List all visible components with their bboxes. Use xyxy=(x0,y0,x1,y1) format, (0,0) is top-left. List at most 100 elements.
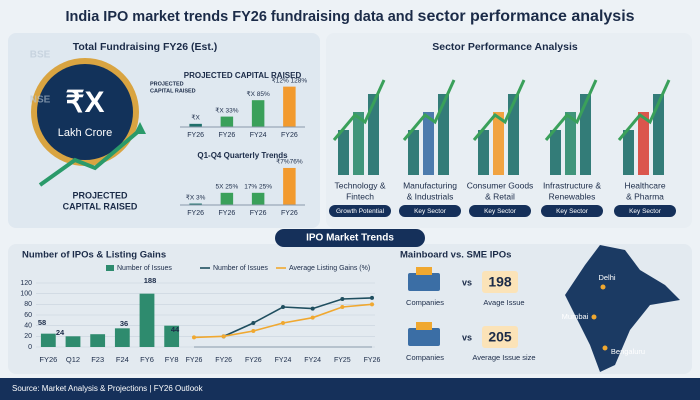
side-note: CAPITAL RAISED xyxy=(150,88,196,94)
x-tick-label: FY26 xyxy=(187,210,204,217)
growth-arrow xyxy=(38,128,142,187)
company-icon xyxy=(408,273,440,291)
annotation: 24 xyxy=(56,328,65,337)
x-tick-label: FY26 xyxy=(364,357,381,364)
point xyxy=(310,315,315,320)
value-label: ₹12% 128% xyxy=(272,76,308,84)
sector-icon xyxy=(353,112,364,175)
sector-icon xyxy=(638,112,649,175)
sector-icon xyxy=(653,94,664,175)
sector-tag xyxy=(329,205,391,217)
x-tick-label: FY26 xyxy=(250,210,267,217)
value-box xyxy=(482,271,518,293)
sector-icon xyxy=(550,130,561,175)
legend-label: Number of Issues xyxy=(213,265,268,272)
company-icon xyxy=(408,328,440,346)
bar xyxy=(220,116,234,127)
x-tick-label: FY26 xyxy=(281,132,298,139)
x-tick-label: FY26 xyxy=(186,357,203,364)
point xyxy=(221,334,226,339)
sector-name: Fintech xyxy=(346,191,374,201)
annotation: 188 xyxy=(144,276,157,285)
sector-icon xyxy=(338,130,349,175)
x-tick-label: FY26 xyxy=(245,357,262,364)
sector-icon xyxy=(508,94,519,175)
comparison-value: 198 xyxy=(488,274,512,290)
chart-title: Q1-Q4 Quarterly Trends xyxy=(197,151,288,160)
sector-arrow xyxy=(472,79,526,141)
chart-title: PROJECTED CAPITAL RAISED xyxy=(184,71,302,80)
sector-arrow xyxy=(544,79,598,141)
legend-label: Average Listing Gains (%) xyxy=(289,265,370,272)
sector-icon xyxy=(580,94,591,175)
bar xyxy=(251,100,265,127)
annotation: 44 xyxy=(171,325,180,334)
point xyxy=(281,321,285,325)
sector-tag xyxy=(399,205,461,217)
point xyxy=(340,297,345,301)
bar xyxy=(283,167,296,205)
bar xyxy=(220,192,234,205)
sector-icon xyxy=(493,112,504,175)
sector-icon xyxy=(478,130,489,175)
annotation: 58 xyxy=(38,318,46,327)
bar xyxy=(40,333,56,347)
comparison-vs: vs xyxy=(462,332,472,342)
comparison-vs: vs xyxy=(462,277,472,287)
comparison-right: Avage Issue xyxy=(483,298,524,307)
x-tick-label: FY26 xyxy=(219,210,236,217)
line xyxy=(223,297,373,338)
value-box xyxy=(482,326,518,348)
value-label: ₹X 3% xyxy=(186,193,206,201)
panel-heading: Total Fundraising FY26 (Est.) xyxy=(73,41,217,53)
sector-name: Technology & xyxy=(334,180,385,190)
footer-text: Source: Market Analysis & Projections | … xyxy=(12,384,204,393)
point xyxy=(192,335,196,340)
point xyxy=(340,305,345,309)
side-note: PROJECTED xyxy=(150,81,184,87)
sector-icon xyxy=(438,94,449,175)
amount-circle xyxy=(37,64,133,160)
annotation: 36 xyxy=(120,319,128,328)
bar xyxy=(283,86,296,127)
point xyxy=(370,302,374,307)
value-label: ₹X 85% xyxy=(246,90,270,98)
value-label: 5X 25% xyxy=(215,184,238,191)
y-tick-label: 40 xyxy=(24,323,32,330)
banner-text: IPO Market Trends xyxy=(306,233,394,244)
sector-icon xyxy=(623,130,634,175)
value-label: ₹X 33% xyxy=(215,106,239,114)
comparison-value: 205 xyxy=(488,329,512,345)
comparison-left: Companies xyxy=(406,353,444,362)
bar xyxy=(189,203,202,205)
x-tick-label: FY6 xyxy=(140,355,154,364)
value-label: ₹7%76% xyxy=(276,158,303,166)
value-label: ₹X xyxy=(191,114,200,122)
sector-tag xyxy=(541,205,603,217)
sector-name: Infrastructure & xyxy=(543,180,601,190)
sector-tag xyxy=(614,205,676,217)
india-map xyxy=(565,245,680,372)
section-heading: Mainboard vs. SME IPOs xyxy=(400,250,511,261)
x-tick-label: FY26 xyxy=(215,357,232,364)
caption: CAPITAL RAISED xyxy=(63,201,138,211)
bar xyxy=(114,328,130,347)
point xyxy=(251,321,256,325)
sector-name: & Retail xyxy=(485,191,515,201)
company-icon-roof xyxy=(416,267,432,275)
footer-bar xyxy=(0,378,700,400)
point xyxy=(370,295,374,300)
city-dot xyxy=(600,284,606,290)
sector-name: Healthcare xyxy=(624,180,665,190)
point xyxy=(281,305,285,309)
banner xyxy=(275,229,425,247)
x-tick-label: FY24 xyxy=(304,357,321,364)
sector-tag-text: Growth Potential xyxy=(336,208,385,215)
bar xyxy=(90,334,106,347)
sector-tag-text: Key Sector xyxy=(556,208,589,215)
bar xyxy=(189,123,202,127)
city-label: Mumbai xyxy=(562,312,589,321)
value-label: 17% 25% xyxy=(244,184,272,191)
watermark: BSE xyxy=(30,50,51,61)
